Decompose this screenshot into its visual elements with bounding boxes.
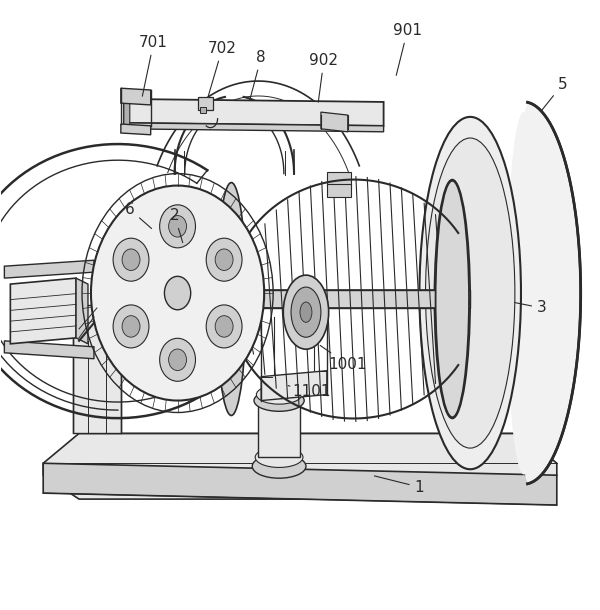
Polygon shape — [443, 302, 491, 442]
Bar — [199, 97, 214, 110]
Ellipse shape — [113, 238, 149, 281]
Ellipse shape — [169, 349, 187, 370]
Ellipse shape — [160, 339, 196, 381]
Polygon shape — [73, 305, 121, 433]
Ellipse shape — [254, 390, 304, 411]
Text: 1001: 1001 — [320, 345, 367, 372]
Polygon shape — [43, 463, 557, 505]
Ellipse shape — [169, 215, 187, 237]
Bar — [327, 173, 351, 185]
Ellipse shape — [434, 179, 470, 418]
Text: 5: 5 — [541, 76, 568, 112]
Polygon shape — [321, 112, 348, 132]
Polygon shape — [507, 102, 581, 484]
Polygon shape — [118, 290, 470, 308]
Ellipse shape — [425, 138, 515, 448]
Ellipse shape — [291, 287, 321, 337]
Ellipse shape — [419, 117, 521, 469]
Ellipse shape — [215, 315, 233, 337]
Bar — [327, 184, 351, 198]
Ellipse shape — [206, 238, 242, 281]
Ellipse shape — [252, 454, 306, 478]
Polygon shape — [10, 278, 76, 344]
Text: 8: 8 — [250, 49, 266, 99]
Ellipse shape — [217, 182, 246, 415]
Ellipse shape — [300, 302, 312, 322]
Bar — [200, 107, 206, 113]
Polygon shape — [76, 278, 88, 344]
Text: 702: 702 — [208, 41, 237, 96]
Ellipse shape — [283, 275, 329, 349]
Polygon shape — [4, 341, 94, 359]
Ellipse shape — [113, 305, 149, 348]
Ellipse shape — [122, 249, 140, 270]
Polygon shape — [121, 88, 151, 105]
Ellipse shape — [91, 185, 264, 401]
Ellipse shape — [255, 447, 303, 467]
Polygon shape — [124, 99, 130, 132]
Polygon shape — [121, 124, 151, 135]
Polygon shape — [124, 123, 383, 132]
Text: 1101: 1101 — [288, 384, 331, 399]
Polygon shape — [43, 433, 557, 499]
Text: 902: 902 — [310, 52, 338, 102]
Text: 2: 2 — [170, 208, 183, 243]
Polygon shape — [4, 260, 94, 278]
Text: 701: 701 — [139, 35, 168, 96]
Ellipse shape — [436, 181, 469, 417]
Text: 1: 1 — [374, 476, 424, 495]
Ellipse shape — [256, 385, 302, 404]
Polygon shape — [261, 371, 327, 401]
Ellipse shape — [215, 249, 233, 270]
Ellipse shape — [206, 305, 242, 348]
Ellipse shape — [164, 276, 191, 310]
Text: 3: 3 — [515, 301, 547, 315]
Ellipse shape — [160, 205, 196, 248]
Polygon shape — [124, 99, 383, 126]
Text: 901: 901 — [393, 23, 422, 76]
Polygon shape — [258, 401, 300, 458]
Ellipse shape — [122, 315, 140, 337]
Text: 6: 6 — [125, 202, 152, 229]
